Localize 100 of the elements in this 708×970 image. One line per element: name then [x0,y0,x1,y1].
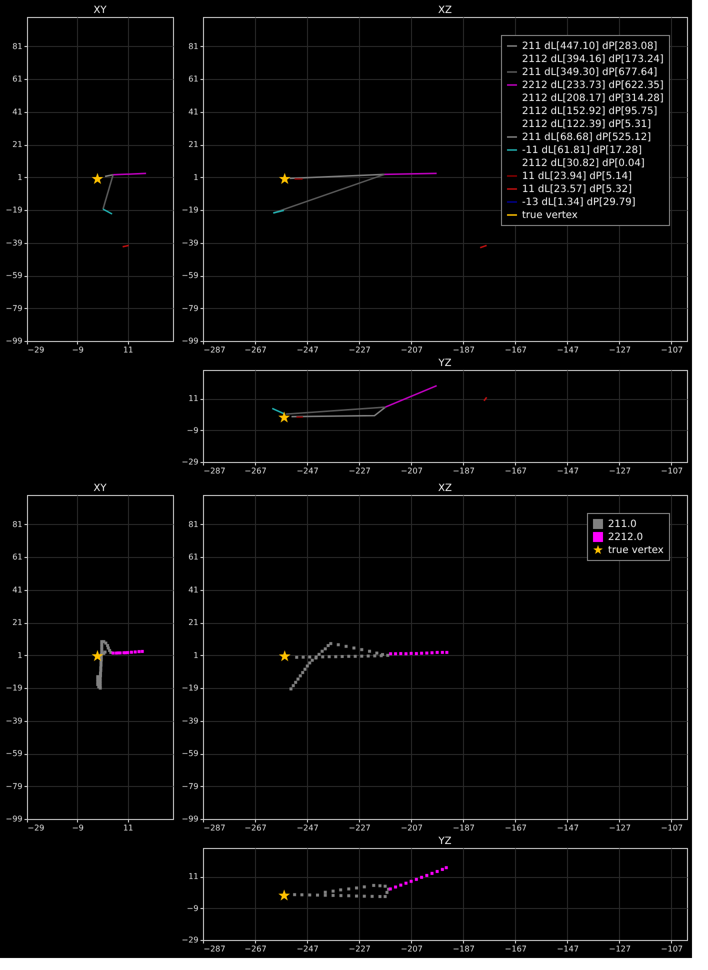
y-tick-label: 21 [12,618,22,628]
y-tick-label: −79 [182,782,198,791]
y-tick-label: −79 [6,304,22,313]
x-tick-label: −227 [348,824,371,832]
y-tick-label: −99 [6,814,22,824]
x-tick-label: −227 [348,944,371,954]
y-tick-label: 1 [193,172,198,182]
x-tick-label: −247 [296,346,319,354]
x-tick-label: −107 [660,824,683,832]
y-tick-label: −39 [6,716,22,726]
x-tick-label: −107 [660,944,683,954]
legend-label: true vertex [522,210,578,221]
x-tick-label: −9 [72,824,84,832]
x-tick-label: −167 [504,824,527,832]
text: 2112 dL[208.17] dP[314.28] [522,93,664,104]
y-tick-label: 21 [188,618,198,628]
x-tick-label: −247 [296,824,319,832]
x-tick-label: −107 [660,466,683,476]
x-tick-label: −247 [296,944,319,954]
y-tick-label: 61 [12,74,22,84]
y-tick-label: −99 [6,336,22,346]
y-tick-label: −39 [182,238,198,248]
x-tick-label: −267 [244,944,267,954]
y-tick-label: 41 [12,585,22,594]
chart-title: XY [94,483,108,494]
y-tick-label: 11 [188,872,198,882]
x-tick-label: −147 [556,346,579,354]
y-tick-label: −9 [186,904,198,913]
y-tick-label: 41 [188,107,198,116]
x-tick-label: 11 [123,346,134,354]
x-tick-label: −267 [244,824,267,832]
x-tick-label: −227 [348,346,371,354]
x-tick-label: −29 [28,824,44,832]
y-tick-label: −59 [6,749,22,758]
chart-title: XY [94,5,108,16]
x-tick-label: −29 [28,346,44,354]
x-tick-label: −267 [244,466,267,476]
y-tick-label: 11 [188,394,198,404]
x-tick-label: −127 [608,824,631,832]
x-tick-label: −247 [296,466,319,476]
text: 2112 dL[152.92] dP[95.75] [522,106,658,117]
x-tick-label: −187 [452,944,475,954]
x-tick-label: −187 [452,346,475,354]
y-tick-label: −29 [182,458,198,466]
legend-label: 211 dL[349.30] dP[677.64] [522,67,658,78]
legend-label: -11 dL[61.81] dP[17.28] [522,145,642,156]
y-tick-label: 41 [12,107,22,116]
x-tick-label: −287 [204,824,226,832]
y-tick-label: 81 [188,42,198,51]
x-tick-label: −127 [608,466,631,476]
x-tick-label: −107 [660,346,683,354]
y-tick-label: −99 [182,814,198,824]
legend-label: 211 dL[68.68] dP[525.12] [522,132,652,143]
y-tick-label: 21 [12,140,22,150]
y-tick-label: 41 [188,585,198,594]
x-tick-label: −267 [244,346,267,354]
text: 2112 dL[30.82] dP[0.04] [522,158,645,169]
x-tick-label: 11 [123,824,134,832]
chart-title: YZ [438,836,452,847]
x-tick-label: −147 [556,944,579,954]
y-tick-label: 61 [12,552,22,562]
y-tick-label: 81 [188,520,198,529]
x-tick-label: −167 [504,944,527,954]
y-tick-label: −19 [182,206,198,215]
text: 2112 dL[394.16] dP[173.24] [522,54,664,65]
x-tick-label: −9 [72,346,84,354]
y-tick-label: −39 [182,716,198,726]
y-tick-label: −59 [182,271,198,280]
y-tick-label: −29 [182,936,198,944]
x-tick-label: −287 [204,944,226,954]
y-tick-label: −59 [182,749,198,758]
legend-label: 2212 dL[233.73] dP[622.35] [522,80,664,91]
y-tick-label: −19 [6,206,22,215]
x-tick-label: −207 [400,346,423,354]
chart-title: XZ [438,483,452,494]
x-tick-label: −227 [348,466,371,476]
legend-label: 11 dL[23.57] dP[5.32] [522,184,632,195]
y-tick-label: −19 [6,684,22,693]
x-tick-label: −287 [204,466,226,476]
y-tick-label: 1 [17,650,22,660]
y-tick-label: −19 [182,684,198,693]
x-tick-label: −167 [504,466,527,476]
x-tick-label: −207 [400,466,423,476]
legend-label: 211.0 [608,519,637,530]
y-tick-label: 21 [188,140,198,150]
y-tick-label: −79 [182,304,198,313]
x-tick-label: −127 [608,346,631,354]
x-tick-label: −127 [608,944,631,954]
y-tick-label: 81 [12,42,22,51]
x-tick-label: −187 [452,824,475,832]
y-tick-label: −79 [6,782,22,791]
x-tick-label: −287 [204,346,226,354]
legend-label: 2212.0 [608,532,643,543]
chart-title: XZ [438,5,452,16]
y-tick-label: 1 [17,172,22,182]
y-tick-label: 61 [188,74,198,84]
text: 2112 dL[122.39] dP[5.31] [522,119,652,130]
x-tick-label: −187 [452,466,475,476]
legend-label: true vertex [608,545,664,556]
legend-label: -13 dL[1.34] dP[29.79] [522,197,636,208]
